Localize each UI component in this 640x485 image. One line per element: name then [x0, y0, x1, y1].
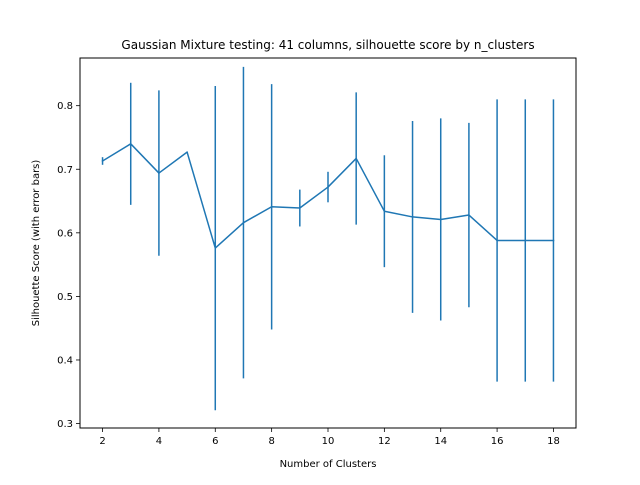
y-tick-label: 0.6	[57, 228, 73, 239]
data-point	[411, 216, 414, 218]
y-axis-label: Silhouette Score (with error bars)	[31, 160, 42, 327]
data-point	[101, 160, 104, 162]
x-tick-label: 6	[212, 436, 218, 447]
x-axis-label: Number of Clusters	[280, 459, 377, 470]
y-axis-ticks: 0.3 0.4 0.5 0.6 0.7 0.8	[57, 101, 80, 430]
x-axis-ticks: 2 4 6 8 10 12 14 16 18	[99, 428, 560, 447]
data-point	[186, 151, 188, 153]
x-tick-label: 2	[99, 436, 105, 447]
x-tick-label: 16	[491, 436, 504, 447]
data-point	[552, 239, 555, 242]
data-point	[524, 239, 527, 242]
x-tick-label: 12	[378, 436, 391, 447]
data-point	[158, 172, 160, 174]
x-tick-label: 18	[547, 436, 560, 447]
data-point	[299, 207, 301, 209]
chart-title: Gaussian Mixture testing: 41 columns, si…	[121, 38, 534, 52]
x-tick-label: 8	[268, 436, 274, 447]
data-point	[439, 218, 442, 221]
data-point	[270, 206, 273, 208]
y-tick-label: 0.4	[57, 355, 73, 366]
data-point	[327, 186, 329, 188]
data-point	[129, 143, 132, 145]
y-tick-label: 0.8	[57, 101, 73, 112]
y-tick-label: 0.3	[57, 419, 73, 430]
x-tick-label: 14	[434, 436, 447, 447]
data-point	[468, 214, 470, 216]
data-point	[355, 157, 357, 160]
data-point	[383, 210, 386, 212]
y-tick-label: 0.7	[57, 165, 73, 176]
y-tick-label: 0.5	[57, 292, 73, 303]
plot-layer	[101, 66, 555, 411]
x-tick-label: 10	[322, 436, 335, 447]
data-point	[496, 239, 498, 242]
x-tick-label: 4	[156, 436, 162, 447]
data-point	[214, 247, 217, 249]
data-point	[242, 221, 245, 224]
